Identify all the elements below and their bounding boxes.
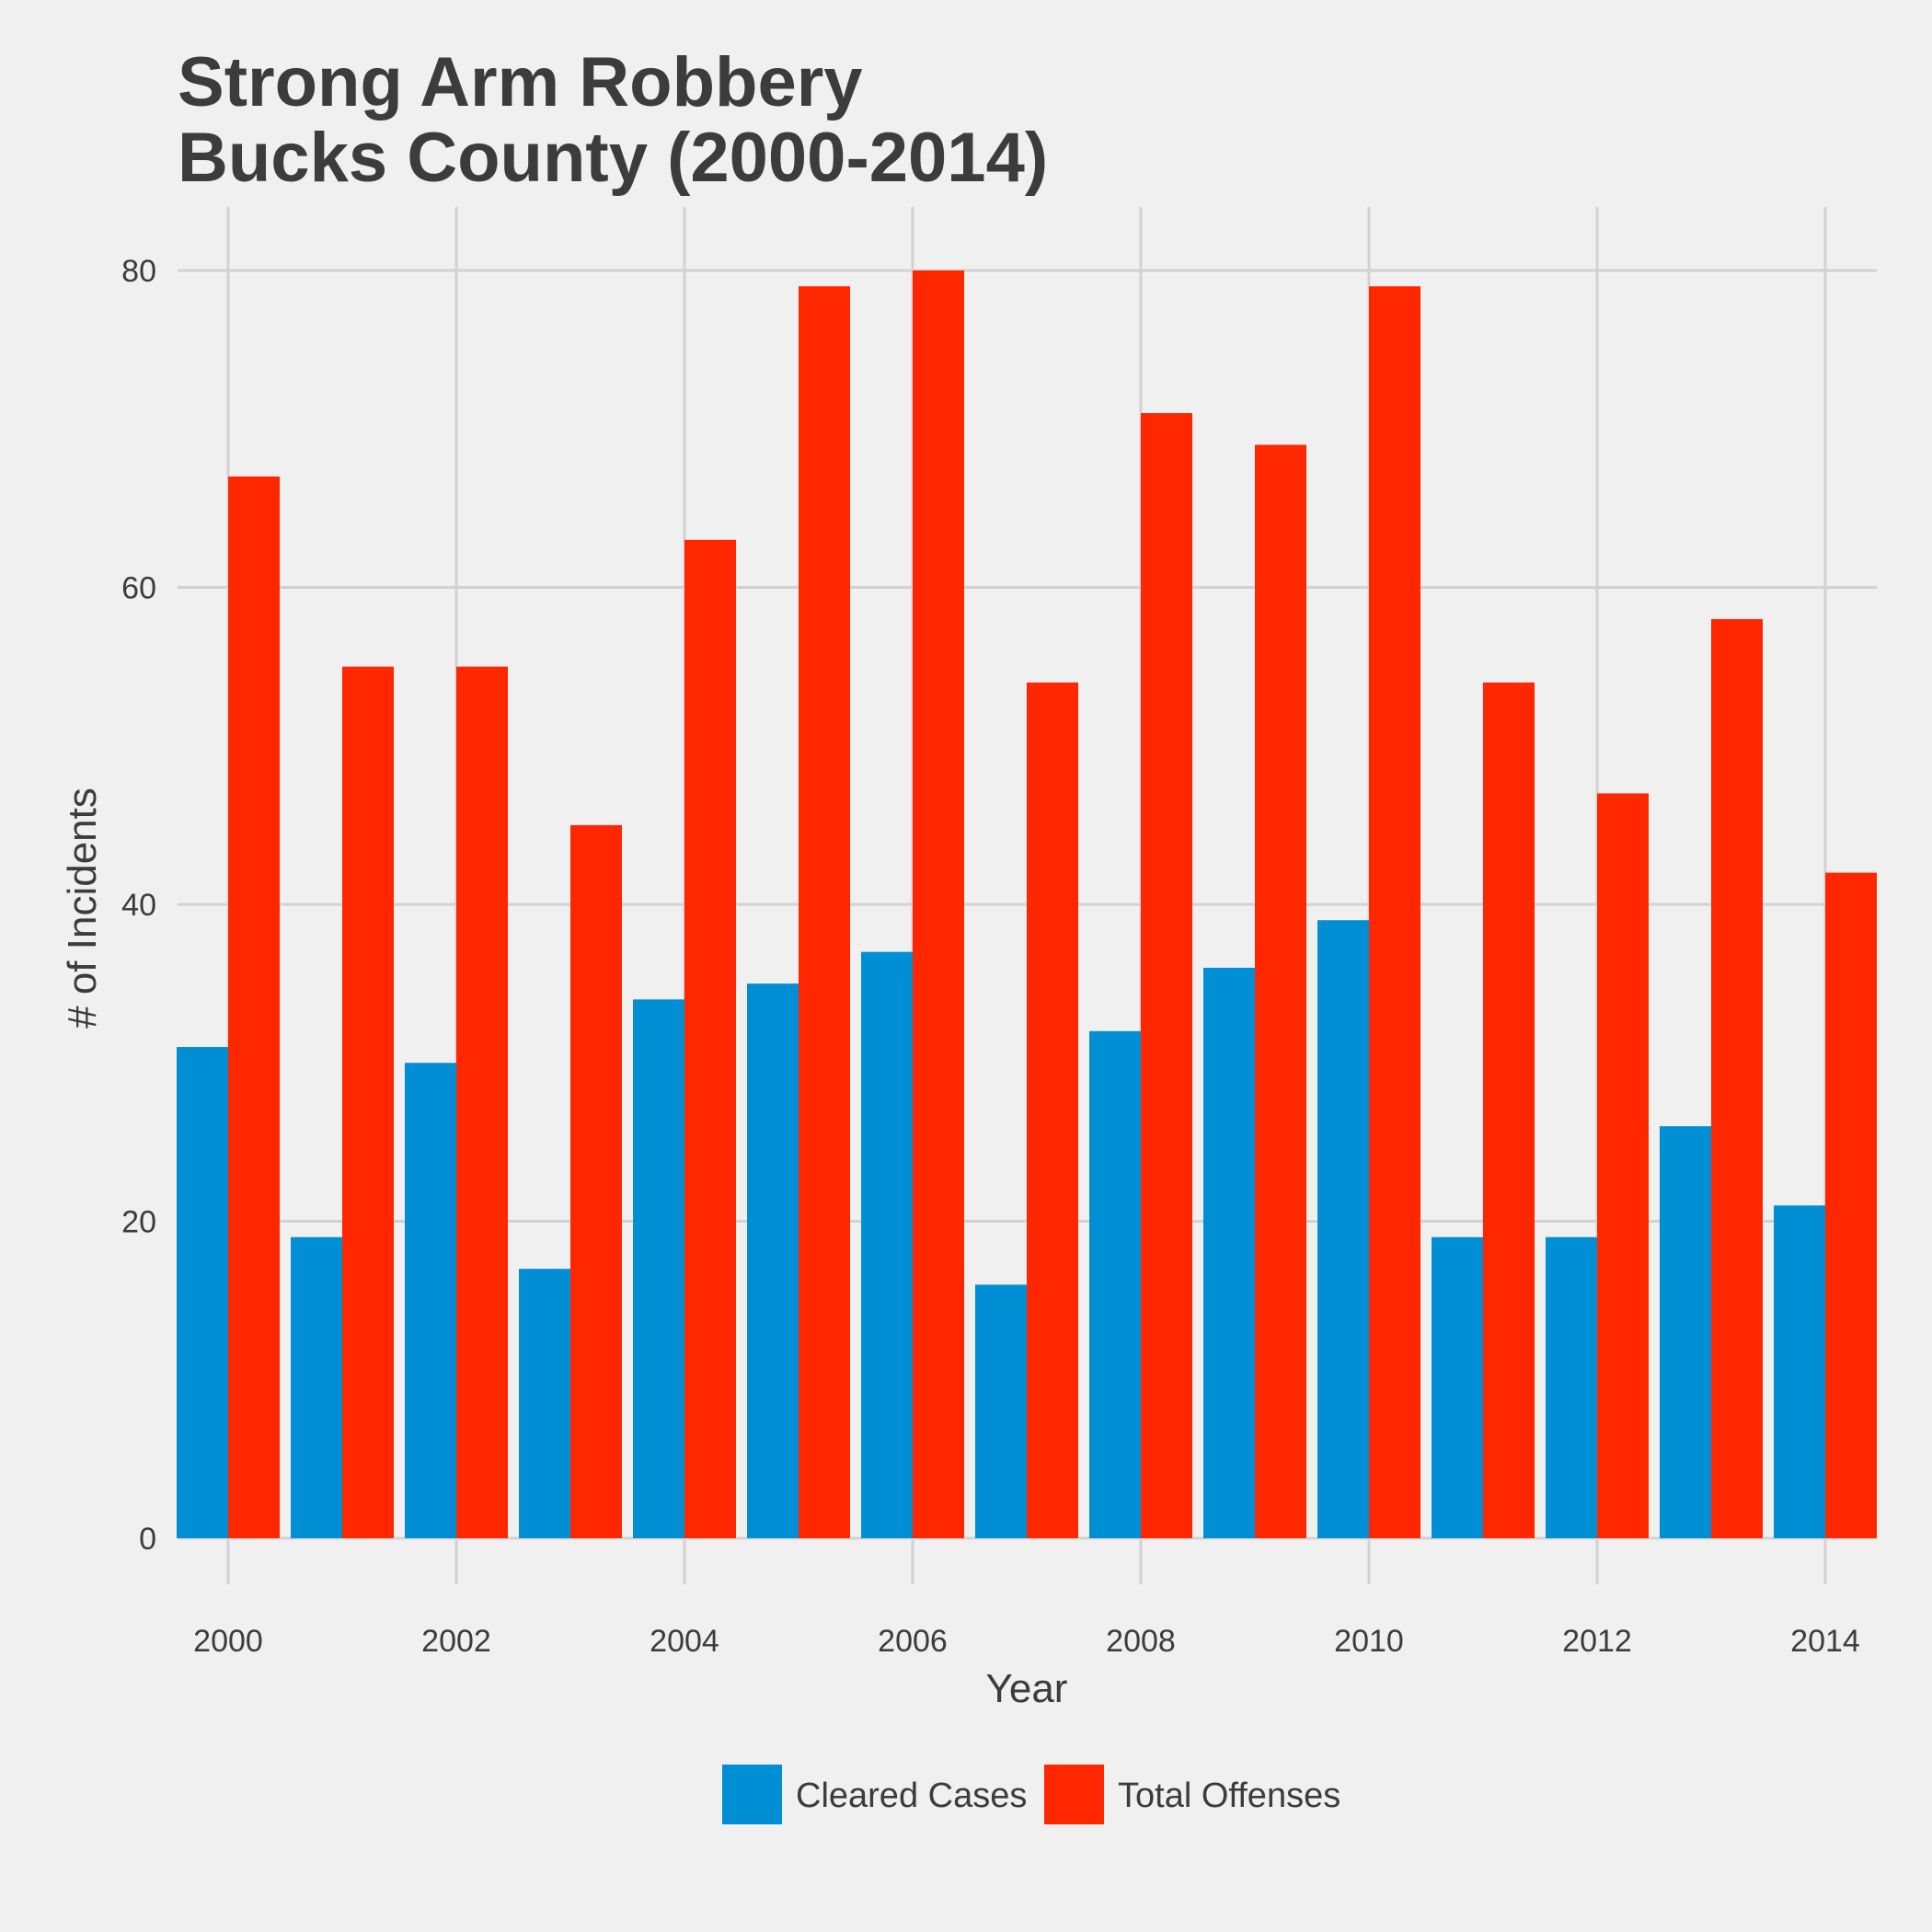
bar-total-offenses-2007: [1027, 682, 1078, 1538]
x-tick-label: 2012: [1562, 1624, 1632, 1659]
y-tick-label: 60: [121, 571, 156, 606]
bar-total-offenses-2009: [1255, 444, 1306, 1539]
bar-cleared-cases-2003: [519, 1269, 570, 1538]
y-axis-title: # of Incidents: [60, 788, 105, 1029]
x-tick-label: 2008: [1106, 1624, 1176, 1659]
bar-cleared-cases-2001: [291, 1236, 342, 1538]
y-tick-label: 20: [121, 1205, 156, 1240]
x-tick-label: 2006: [878, 1624, 948, 1659]
x-tick-label: 2010: [1334, 1624, 1404, 1659]
x-tick-label: 2000: [193, 1624, 263, 1659]
bar-total-offenses-2014: [1825, 872, 1877, 1538]
x-tick-label: 2002: [421, 1624, 491, 1659]
y-tick-label: 80: [121, 254, 156, 289]
y-tick-label: 40: [121, 888, 156, 923]
bar-total-offenses-2003: [570, 824, 622, 1538]
y-axis-ticks: 0 20 40 60 80: [121, 254, 156, 1557]
bar-total-offenses-2012: [1597, 793, 1649, 1538]
bar-cleared-cases-2009: [1203, 967, 1255, 1538]
bar-cleared-cases-2010: [1317, 920, 1369, 1538]
bar-cleared-cases-2006: [861, 951, 913, 1538]
bar-total-offenses-2008: [1141, 413, 1192, 1538]
bar-cleared-cases-2011: [1432, 1236, 1483, 1538]
bars-layer: [177, 270, 1877, 1539]
bar-total-offenses-2004: [684, 539, 736, 1539]
legend-label-total-offenses: Total Offenses: [1118, 1777, 1340, 1815]
chart-title-line-1: Strong Arm Robbery: [178, 43, 863, 121]
bar-total-offenses-2011: [1483, 682, 1535, 1538]
bar-total-offenses-2013: [1711, 618, 1763, 1538]
y-tick-label: 0: [139, 1522, 156, 1557]
x-axis-title: Year: [986, 1666, 1068, 1711]
bar-cleared-cases-2002: [405, 1063, 456, 1538]
bar-total-offenses-2001: [342, 666, 394, 1538]
legend-label-cleared-cases: Cleared Cases: [796, 1777, 1027, 1815]
x-tick-label: 2004: [650, 1624, 719, 1659]
bar-total-offenses-2010: [1369, 286, 1420, 1539]
bar-cleared-cases-2008: [1089, 1030, 1141, 1538]
bar-cleared-cases-2005: [747, 983, 799, 1538]
legend-swatch-cleared-cases: [722, 1765, 782, 1824]
x-axis-ticks: 2000 2002 2004 2006 2008 2010 2012 2014: [193, 1624, 1860, 1659]
legend-swatch-total-offenses: [1044, 1765, 1104, 1824]
bar-cleared-cases-2013: [1660, 1126, 1711, 1538]
bar-total-offenses-2000: [228, 476, 280, 1538]
bar-total-offenses-2005: [799, 286, 850, 1539]
bar-cleared-cases-2012: [1546, 1236, 1597, 1538]
bar-cleared-cases-2004: [633, 999, 684, 1538]
x-tick-label: 2014: [1790, 1624, 1860, 1659]
bar-total-offenses-2002: [456, 666, 508, 1538]
bar-total-offenses-2006: [913, 270, 964, 1538]
bar-cleared-cases-2014: [1774, 1205, 1825, 1538]
bar-cleared-cases-2000: [177, 1047, 228, 1538]
chart-title-line-2: Bucks County (2000-2014): [178, 119, 1048, 197]
bar-cleared-cases-2007: [975, 1284, 1027, 1538]
legend: Cleared Cases Total Offenses: [722, 1765, 1340, 1824]
